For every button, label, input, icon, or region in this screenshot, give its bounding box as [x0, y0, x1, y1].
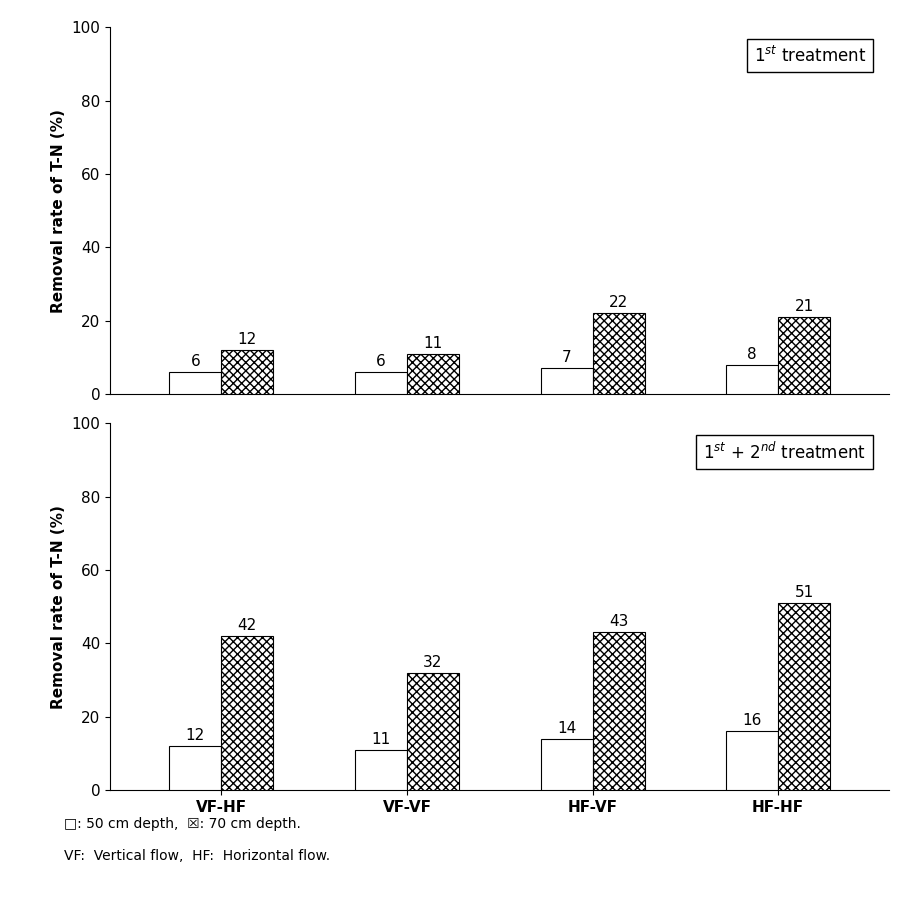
- Bar: [592, 632, 645, 790]
- Text: □: 50 cm depth,  ☒: 70 cm depth.: □: 50 cm depth, ☒: 70 cm depth.: [64, 817, 301, 831]
- Bar: [779, 603, 830, 790]
- Text: 7: 7: [562, 350, 571, 365]
- Text: 6: 6: [376, 354, 386, 369]
- Bar: [170, 746, 221, 790]
- Bar: [221, 350, 273, 394]
- Text: VF:  Vertical flow,  HF:  Horizontal flow.: VF: Vertical flow, HF: Horizontal flow.: [64, 849, 330, 863]
- Bar: [221, 636, 273, 790]
- Text: 43: 43: [609, 615, 628, 629]
- Bar: [592, 313, 645, 394]
- Text: 51: 51: [794, 585, 813, 600]
- Bar: [541, 369, 592, 394]
- Text: 1$^{st}$ + 2$^{nd}$ treatment: 1$^{st}$ + 2$^{nd}$ treatment: [703, 441, 866, 463]
- Y-axis label: Removal rate of T-N (%): Removal rate of T-N (%): [50, 109, 66, 312]
- Y-axis label: Removal rate of T-N (%): Removal rate of T-N (%): [50, 505, 66, 708]
- Text: 6: 6: [191, 354, 200, 369]
- Text: 11: 11: [371, 732, 391, 746]
- Bar: [541, 738, 592, 790]
- Text: 12: 12: [238, 332, 257, 347]
- Text: 12: 12: [186, 728, 205, 743]
- Text: 14: 14: [557, 721, 576, 735]
- Text: 8: 8: [747, 347, 757, 361]
- Text: 22: 22: [609, 295, 628, 311]
- Bar: [726, 365, 779, 394]
- Bar: [407, 673, 458, 790]
- Bar: [355, 750, 407, 790]
- Text: 16: 16: [743, 714, 762, 728]
- Text: 21: 21: [794, 299, 813, 314]
- Bar: [355, 372, 407, 394]
- Text: 1$^{st}$ treatment: 1$^{st}$ treatment: [754, 45, 866, 65]
- Bar: [170, 372, 221, 394]
- Bar: [779, 317, 830, 394]
- Text: 11: 11: [424, 336, 443, 350]
- Bar: [407, 353, 458, 394]
- Bar: [726, 731, 779, 790]
- Text: 32: 32: [424, 655, 443, 670]
- Text: 42: 42: [238, 618, 257, 633]
